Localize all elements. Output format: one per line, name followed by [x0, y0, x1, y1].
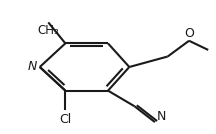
Text: O: O	[184, 27, 194, 40]
Text: CH₃: CH₃	[37, 24, 59, 37]
Text: N: N	[157, 110, 166, 123]
Text: N: N	[27, 60, 37, 74]
Text: Cl: Cl	[59, 113, 71, 126]
